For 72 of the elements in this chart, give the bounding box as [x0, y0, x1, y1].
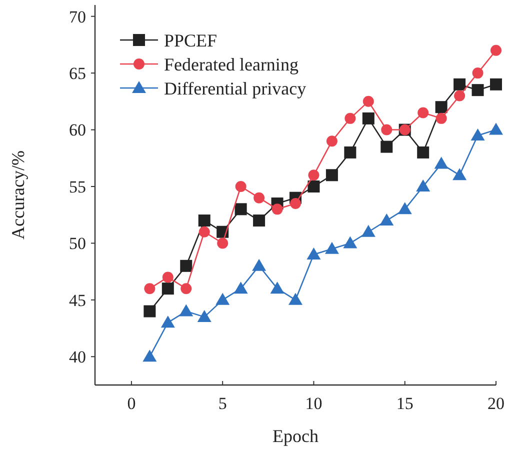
- point: [380, 214, 394, 226]
- point: [435, 101, 448, 114]
- point: [417, 146, 430, 158]
- point: [344, 146, 356, 158]
- point: [142, 350, 157, 362]
- point: [489, 122, 503, 135]
- point: [162, 272, 174, 283]
- point: [253, 214, 266, 227]
- point: [418, 107, 429, 118]
- point: [326, 169, 338, 182]
- point: [252, 258, 266, 271]
- x-tick-label: 20: [488, 394, 504, 413]
- point: [490, 78, 502, 90]
- point: [162, 282, 174, 295]
- y-tick-label: 40: [69, 348, 86, 367]
- y-tick-label: 70: [69, 7, 86, 26]
- point: [324, 242, 339, 254]
- point: [197, 310, 212, 322]
- point: [217, 238, 228, 249]
- point: [290, 198, 301, 210]
- y-tick-label: 60: [69, 120, 86, 140]
- point: [272, 204, 283, 215]
- y-tick-label: 50: [69, 234, 86, 254]
- x-tick-label: 0: [127, 394, 136, 413]
- y-tick-label: 55: [69, 177, 86, 196]
- point: [179, 304, 194, 316]
- y-tick-label: 45: [69, 290, 86, 310]
- point: [180, 260, 192, 272]
- point: [380, 140, 393, 153]
- point: [452, 168, 467, 180]
- point: [434, 156, 448, 169]
- x-axis-title: Epoch: [272, 426, 318, 446]
- point: [270, 282, 284, 294]
- point: [472, 68, 484, 79]
- legend-label: Federated learning: [164, 54, 298, 74]
- point: [234, 282, 248, 294]
- point: [436, 112, 447, 124]
- point: [344, 112, 356, 124]
- point: [470, 128, 485, 140]
- point: [308, 170, 320, 181]
- point: [234, 203, 247, 216]
- x-tick-label: 15: [396, 394, 414, 413]
- point: [198, 226, 210, 238]
- point: [381, 124, 392, 136]
- point: [472, 84, 484, 96]
- point: [343, 236, 358, 248]
- x-tick-label: 5: [218, 394, 227, 413]
- point: [216, 292, 230, 305]
- legend-label: Differential privacy: [164, 78, 306, 98]
- x-tick-label: 10: [305, 394, 322, 413]
- point: [144, 305, 156, 318]
- point: [180, 283, 192, 294]
- point: [198, 214, 210, 227]
- point: [288, 292, 302, 305]
- point: [160, 316, 175, 328]
- point: [454, 90, 466, 102]
- point: [306, 248, 321, 260]
- point: [416, 179, 430, 192]
- point: [361, 224, 376, 237]
- point: [362, 96, 374, 107]
- legend-label: PPCEF: [164, 30, 218, 50]
- point: [326, 136, 338, 147]
- point: [144, 283, 156, 294]
- point: [454, 78, 466, 90]
- point: [308, 180, 320, 192]
- point: [398, 202, 412, 214]
- y-tick-label: 65: [69, 64, 86, 84]
- point: [235, 180, 246, 192]
- point: [362, 112, 374, 124]
- y-axis-title: Accuracy/%: [8, 150, 28, 240]
- point: [254, 192, 265, 204]
- point: [490, 44, 502, 56]
